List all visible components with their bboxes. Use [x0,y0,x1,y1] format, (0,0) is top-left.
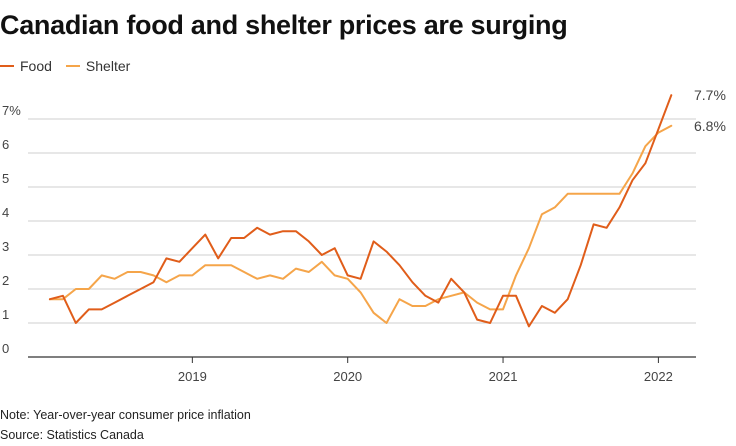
y-tick-label: 1 [2,307,9,322]
y-tick-label: 2 [2,273,9,288]
y-tick-label: 0 [2,341,9,356]
legend-item-shelter: Shelter [65,58,131,74]
source-text: Source: Statistics Canada [0,428,144,442]
grid-lines [28,118,696,358]
legend-item-food: Food [0,58,52,74]
series-lines [48,94,673,328]
legend-swatch-shelter [65,65,80,67]
end-label-shelter: 6.8% [694,118,726,134]
legend-label-shelter: Shelter [85,58,131,74]
y-tick-label: 7% [2,103,21,118]
y-tick-label: 6 [2,137,9,152]
end-labels: 7.7% 6.8% [694,87,726,134]
series-line-shelter [48,124,673,324]
x-tick-label: 2022 [644,369,673,384]
y-tick-label: 3 [2,239,9,254]
note-text: Note: Year-over-year consumer price infl… [0,408,251,422]
y-tick-label: 4 [2,205,9,220]
series-line-food [48,94,673,328]
x-axis-ticks: 2019 2020 2021 2022 [178,357,673,384]
y-tick-label: 5 [2,171,9,186]
legend-swatch-food [0,65,14,67]
legend-label-food: Food [20,58,52,74]
x-tick-label: 2020 [333,369,362,384]
chart-title: Canadian food and shelter prices are sur… [0,10,568,40]
end-label-food: 7.7% [694,87,726,103]
x-tick-label: 2019 [178,369,207,384]
y-axis-ticks: 0 1 2 3 4 5 6 7% [2,103,21,356]
legend: Food Shelter [0,58,144,74]
x-tick-label: 2021 [489,369,518,384]
